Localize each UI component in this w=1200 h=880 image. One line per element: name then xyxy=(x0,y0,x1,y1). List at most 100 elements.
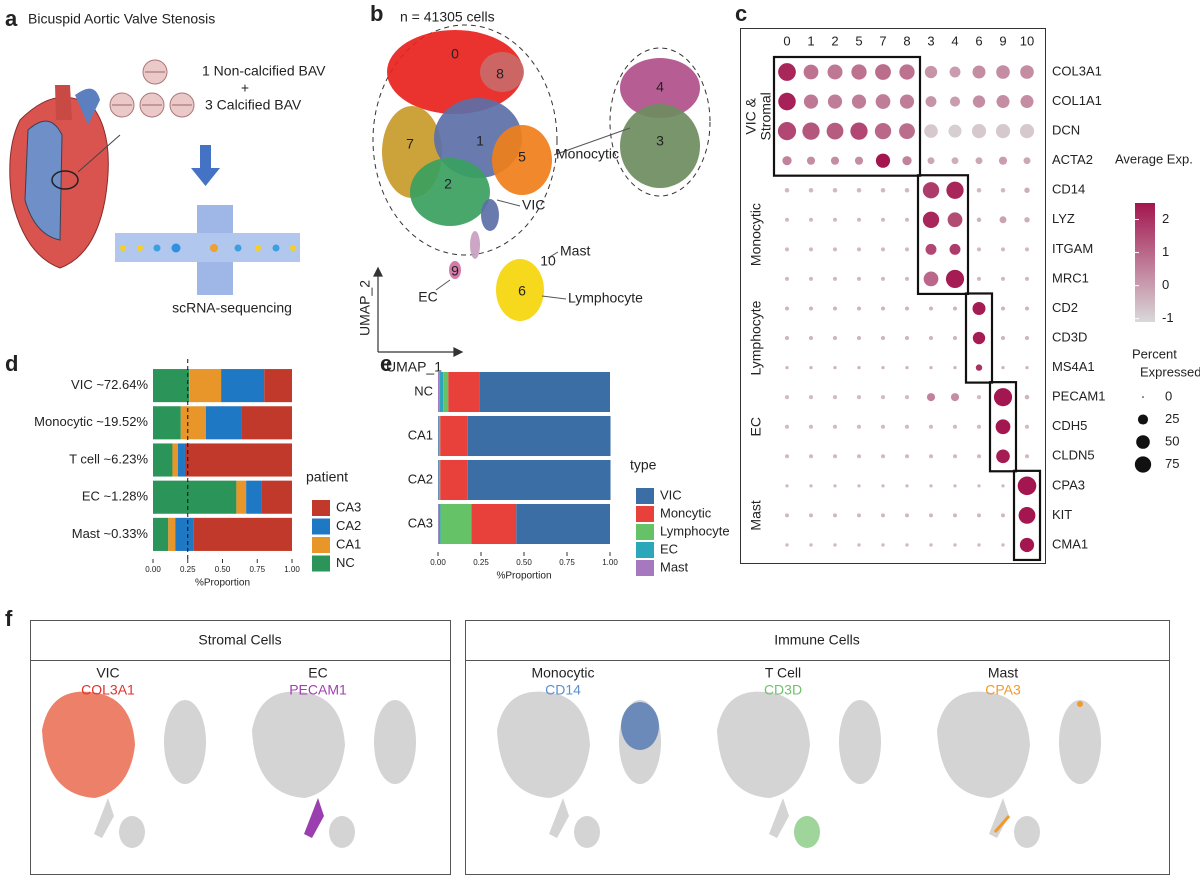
dot xyxy=(977,484,981,488)
leader-line xyxy=(435,279,451,291)
cluster-cells xyxy=(620,58,700,118)
dot xyxy=(1025,365,1029,370)
cluster-cells xyxy=(492,125,552,195)
dot xyxy=(928,424,934,429)
cluster-cells xyxy=(481,199,499,231)
dot xyxy=(951,157,959,165)
dot xyxy=(975,364,983,371)
dot xyxy=(857,365,861,370)
gene-label: CD3D xyxy=(1052,329,1087,344)
dot xyxy=(856,513,862,518)
cluster-cells xyxy=(496,259,544,321)
dot xyxy=(904,513,910,518)
bar-segment xyxy=(168,517,176,551)
x-axis-label: %Proportion xyxy=(195,578,250,589)
group-box xyxy=(964,292,994,384)
dot xyxy=(1024,187,1030,193)
dot xyxy=(996,95,1010,109)
umap-cells xyxy=(989,798,1009,838)
dot xyxy=(1001,543,1005,547)
bar-segment xyxy=(175,517,194,551)
legend-label: Moncytic xyxy=(660,505,712,520)
bar-segment xyxy=(438,503,439,545)
size-legend-label: 0 xyxy=(1165,388,1172,403)
dot xyxy=(1024,424,1030,429)
dot xyxy=(929,365,933,370)
size-legend-dot xyxy=(1136,435,1150,449)
colorbar-tick-label: -1 xyxy=(1162,310,1174,325)
bar-segment xyxy=(467,459,611,501)
size-legend-dot xyxy=(1134,456,1152,473)
panel-a-title: Bicuspid Aortic Valve Stenosis xyxy=(28,11,215,27)
dot xyxy=(1019,537,1035,553)
dot xyxy=(952,306,958,311)
category-label: CA3 xyxy=(408,515,433,530)
legend-label: EC xyxy=(660,541,678,556)
dot xyxy=(880,187,886,193)
legend-swatch xyxy=(636,506,654,522)
dot xyxy=(881,484,885,488)
legend-label: CA2 xyxy=(336,518,361,533)
dot xyxy=(905,543,909,547)
cluster-outline xyxy=(609,47,711,197)
dot xyxy=(784,276,790,281)
x-axis-label: %Proportion xyxy=(496,571,551,582)
cell-type: EC xyxy=(308,665,327,681)
cluster-cells xyxy=(410,158,490,226)
dot xyxy=(803,94,819,109)
gene-label: CD2 xyxy=(1052,300,1078,315)
dot xyxy=(953,365,957,370)
plus: + xyxy=(241,80,249,96)
dot xyxy=(850,122,868,140)
dot xyxy=(784,513,790,518)
dot xyxy=(808,424,814,429)
dot xyxy=(1001,484,1005,488)
bar-segment xyxy=(438,415,439,457)
bar-segment xyxy=(153,517,169,551)
umap-axes xyxy=(373,266,464,357)
bar-segment xyxy=(241,406,292,440)
dot xyxy=(875,64,891,80)
valve-icons xyxy=(109,59,195,118)
dot xyxy=(1023,157,1031,165)
cluster-name: VIC xyxy=(522,197,545,213)
dot xyxy=(953,484,957,488)
dot xyxy=(976,454,982,459)
umap-cells xyxy=(839,700,881,784)
panel-letter: c xyxy=(735,1,747,26)
legend-label: VIC xyxy=(660,487,682,502)
panel-letter: d xyxy=(5,351,18,376)
dot xyxy=(905,365,909,370)
dot xyxy=(832,424,838,429)
dot xyxy=(827,64,843,80)
cluster-cells xyxy=(620,104,700,188)
panel-letter: b xyxy=(370,1,383,26)
dot xyxy=(809,365,813,370)
dot xyxy=(902,156,912,166)
cluster-outline xyxy=(372,24,558,256)
dot xyxy=(904,395,910,400)
dot xyxy=(998,156,1008,165)
gene-label: CD14 xyxy=(1052,182,1085,197)
plot-frame xyxy=(740,28,1046,564)
gene-label: ITGAM xyxy=(1052,241,1093,256)
dot xyxy=(995,419,1011,435)
column-label: 6 xyxy=(975,33,982,48)
cluster-label: 10 xyxy=(540,253,556,269)
bar-segment xyxy=(184,443,292,477)
bar-segment xyxy=(236,480,247,514)
dot xyxy=(851,94,867,109)
x-tick-label: 1.00 xyxy=(602,558,618,567)
bar-segment xyxy=(516,503,610,545)
dot xyxy=(976,424,982,429)
dot xyxy=(953,543,957,547)
cluster-label: 9 xyxy=(451,263,459,279)
umap-highlight xyxy=(993,815,1011,833)
size-legend-label: 25 xyxy=(1165,411,1179,426)
dot xyxy=(809,484,813,488)
x-tick-label: 0.25 xyxy=(473,558,489,567)
cluster-cells xyxy=(470,231,480,259)
dot xyxy=(833,484,837,488)
cluster-label: 6 xyxy=(518,283,526,299)
cell-type: VIC xyxy=(96,665,119,681)
